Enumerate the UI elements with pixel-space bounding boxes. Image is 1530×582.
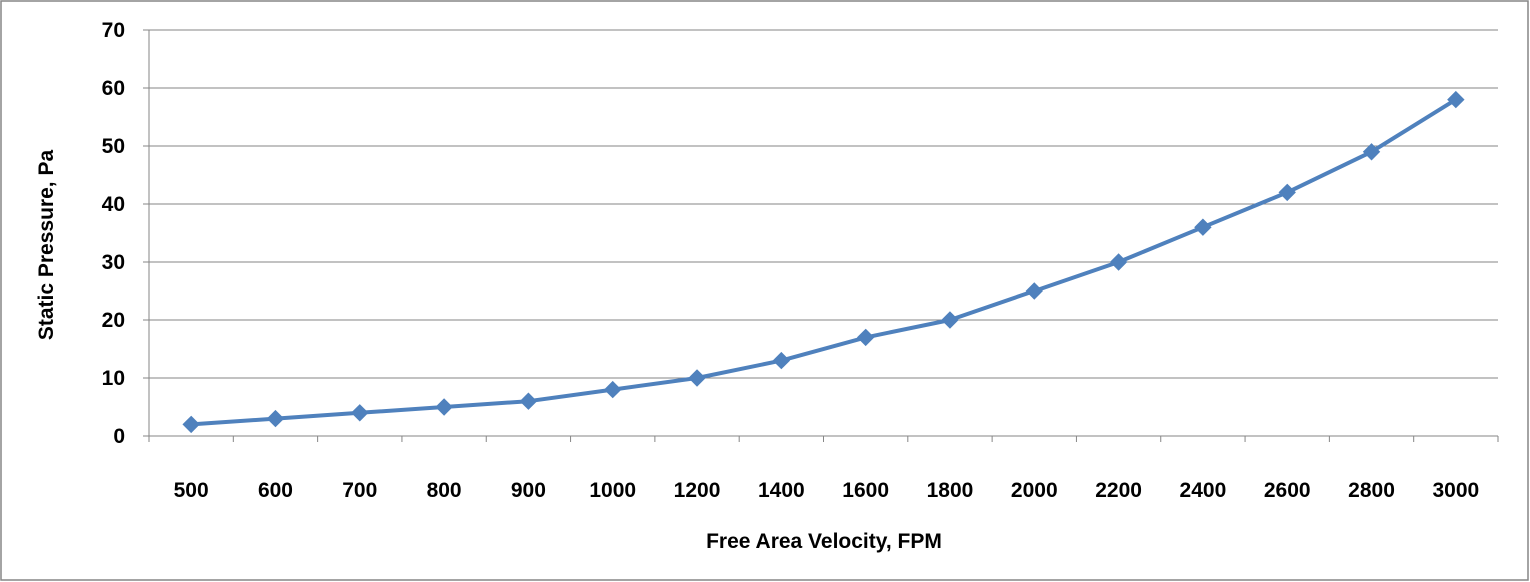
- x-axis-title: Free Area Velocity, FPM: [706, 530, 942, 553]
- data-point-marker: [1109, 253, 1128, 271]
- x-tick-label: 2200: [1095, 479, 1142, 502]
- x-tick-label: 1600: [842, 479, 889, 502]
- x-tick-label: 1800: [927, 479, 974, 502]
- y-tick-label: 20: [102, 309, 125, 332]
- data-point-marker: [266, 409, 285, 428]
- data-point-marker: [1362, 143, 1381, 161]
- x-tick-label: 800: [427, 479, 462, 502]
- x-tick-label: 600: [258, 479, 293, 502]
- x-tick-label: 500: [174, 479, 209, 502]
- x-tick-labels: 500 600 700 800 900 1000 1200 1400 1600 1800 2000 2…: [174, 479, 1480, 502]
- data-point-marker: [519, 392, 538, 410]
- data-point-marker: [182, 415, 200, 434]
- gridlines: [149, 29, 1498, 379]
- x-tick-label: 700: [342, 479, 377, 502]
- x-tick-label: 1400: [758, 479, 805, 502]
- data-point-marker: [351, 404, 369, 422]
- x-tick-label: 1200: [674, 479, 721, 502]
- y-tick-label: 40: [102, 193, 125, 216]
- x-tick-label: 2800: [1348, 479, 1395, 502]
- data-point-marker: [772, 351, 791, 370]
- data-point-marker: [435, 398, 453, 416]
- data-point-marker: [604, 380, 622, 399]
- y-axis-title: Static Pressure, Pa: [35, 150, 58, 341]
- y-tick-label: 0: [113, 425, 125, 448]
- x-tick-label: 2000: [1011, 479, 1058, 502]
- axes: [143, 29, 1499, 442]
- data-point-marker: [1194, 218, 1212, 236]
- y-tick-label: 50: [102, 135, 125, 158]
- data-point-marker: [856, 328, 875, 347]
- y-tick-label: 70: [102, 19, 125, 42]
- y-tick-label: 30: [102, 251, 125, 274]
- series-layer: [182, 90, 1465, 434]
- x-tick-label: 900: [511, 479, 546, 502]
- y-tick-label: 60: [102, 77, 125, 100]
- y-tick-label: 10: [102, 367, 125, 390]
- data-point-marker: [1447, 90, 1465, 109]
- x-tick-label: 3000: [1432, 479, 1479, 502]
- y-tick-labels: 0 10 20 30 40 50 60 70: [102, 19, 125, 448]
- data-point-marker: [1278, 183, 1296, 202]
- x-tick-label: 1000: [589, 479, 636, 502]
- x-tick-label: 2600: [1264, 479, 1311, 502]
- data-point-marker: [1025, 282, 1043, 300]
- data-point-marker: [941, 311, 959, 329]
- x-tick-label: 2400: [1180, 479, 1227, 502]
- data-point-marker: [688, 369, 706, 387]
- series-line: [191, 97, 1457, 427]
